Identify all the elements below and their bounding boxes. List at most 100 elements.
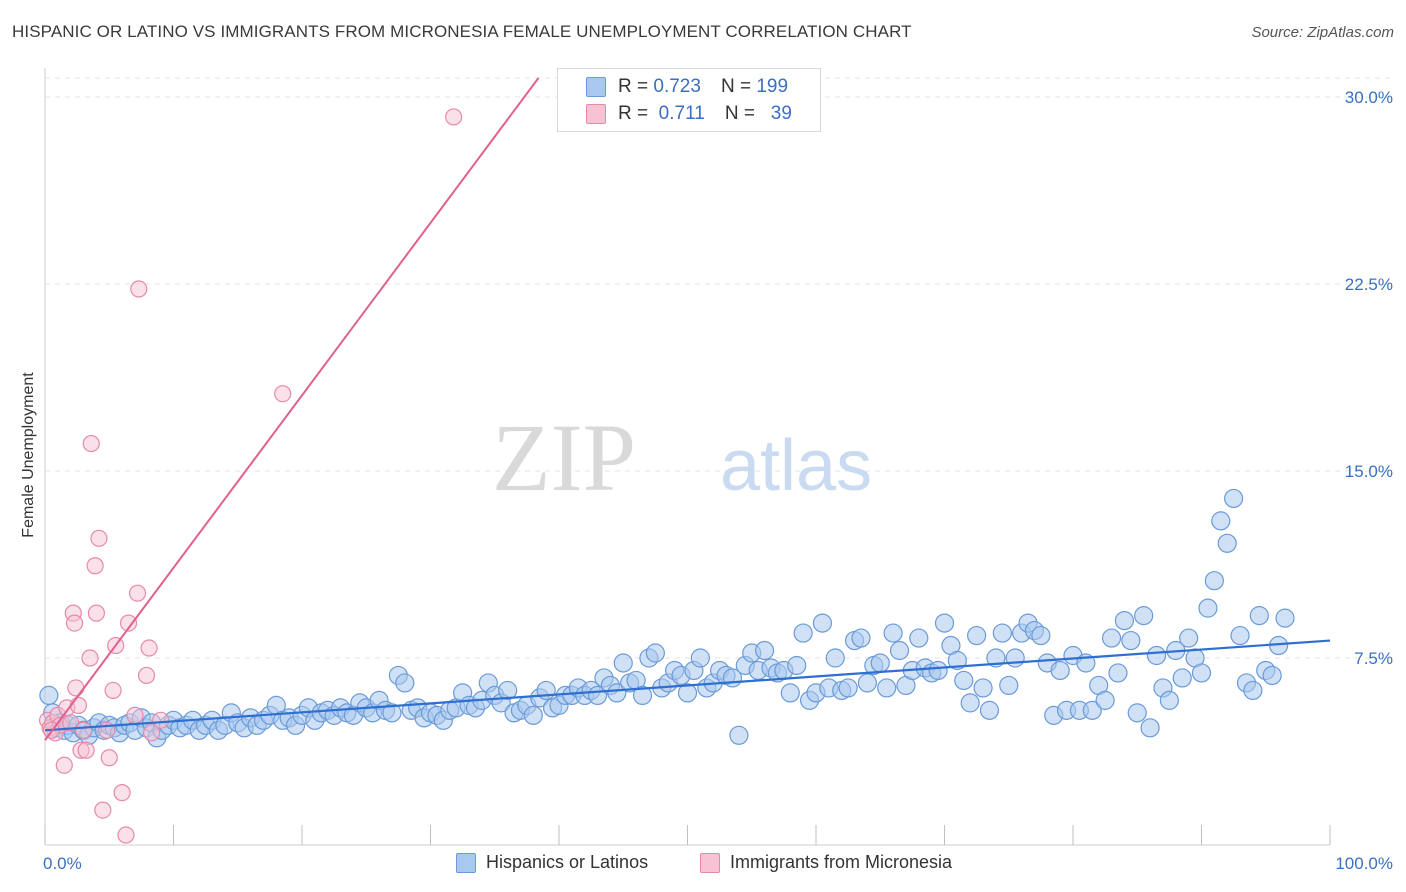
data-point-micronesia: [69, 696, 88, 714]
data-point-hispanics: [825, 648, 845, 668]
legend-r-label: R =: [618, 76, 649, 97]
data-point-hispanics: [999, 675, 1019, 696]
data-point-hispanics: [1262, 665, 1282, 686]
data-point-hispanics: [1275, 608, 1295, 628]
data-point-hispanics: [934, 613, 955, 633]
series-hispanics-points: [39, 488, 1295, 748]
y-tick-label: 7.5%: [1354, 649, 1393, 668]
y-tick-label: 22.5%: [1345, 275, 1393, 294]
data-point-hispanics: [1243, 680, 1263, 701]
y-axis-label: Female Unemployment: [20, 372, 37, 538]
legend-item-hispanics: Hispanics or Latinos: [456, 852, 648, 873]
correlation-legend: R = 0.723 N = 199 R = 0.711 N = 39: [557, 68, 821, 132]
data-point-hispanics: [1108, 663, 1128, 683]
data-point-hispanics: [967, 625, 987, 646]
data-point-hispanics: [1005, 648, 1025, 668]
legend-r-value: 0.711: [658, 103, 705, 124]
data-point-micronesia: [65, 614, 84, 632]
data-point-hispanics: [1249, 606, 1269, 626]
data-point-hispanics: [632, 685, 653, 706]
data-point-micronesia: [55, 756, 73, 774]
chart-title: HISPANIC OR LATINO VS IMMIGRANTS FROM MI…: [12, 22, 912, 41]
data-point-hispanics: [1204, 571, 1224, 591]
data-point-hispanics: [928, 660, 948, 681]
data-point-micronesia: [117, 826, 135, 844]
data-point-hispanics: [992, 623, 1012, 643]
data-point-hispanics: [1140, 718, 1160, 738]
data-point-hispanics: [870, 653, 890, 673]
data-point-hispanics: [613, 653, 633, 673]
data-point-hispanics: [607, 683, 627, 703]
data-point-hispanics: [851, 628, 871, 648]
data-point-micronesia: [94, 801, 112, 819]
data-point-micronesia: [137, 666, 156, 685]
data-point-micronesia: [67, 679, 85, 697]
legend-row-micronesia: R = 0.711 N = 39: [558, 101, 792, 127]
data-point-micronesia: [82, 434, 100, 453]
trend-lines: [44, 77, 1331, 741]
data-point-hispanics: [909, 628, 929, 648]
data-point-micronesia: [77, 741, 95, 759]
data-point-hispanics: [498, 680, 518, 701]
data-point-hispanics: [395, 673, 415, 693]
legend-label-hispanics: Hispanics or Latinos: [486, 852, 649, 872]
data-point-hispanics: [1146, 645, 1167, 666]
data-point-micronesia: [152, 711, 170, 729]
legend-row-hispanics: R = 0.723 N = 199: [558, 74, 788, 100]
watermark: ZIP atlas: [492, 404, 872, 511]
data-point-micronesia: [62, 714, 80, 732]
legend-label-micronesia: Immigrants from Micronesia: [730, 852, 953, 872]
data-point-micronesia: [128, 584, 147, 602]
data-point-micronesia: [74, 721, 93, 739]
data-point-hispanics: [690, 648, 710, 668]
data-point-hispanics: [1179, 628, 1199, 648]
data-point-hispanics: [973, 678, 993, 698]
legend-item-micronesia: Immigrants from Micronesia: [700, 852, 952, 873]
data-point-hispanics: [1114, 610, 1135, 631]
data-point-hispanics: [889, 640, 910, 661]
data-point-micronesia: [86, 557, 104, 575]
data-point-hispanics: [1050, 660, 1070, 681]
data-point-hispanics: [960, 693, 980, 713]
y-tick-label: 15.0%: [1345, 462, 1393, 481]
data-point-hispanics: [979, 700, 1000, 720]
data-point-hispanics: [729, 725, 749, 745]
data-point-micronesia: [90, 529, 108, 547]
legend-swatch-blue: [456, 852, 476, 873]
data-point-hispanics: [1198, 598, 1218, 618]
data-point-hispanics: [382, 703, 402, 723]
data-point-hispanics: [780, 683, 800, 703]
data-point-micronesia: [143, 724, 161, 742]
legend-swatch-pink: [700, 852, 720, 873]
data-point-hispanics: [1127, 703, 1147, 723]
data-point-micronesia: [104, 681, 122, 700]
trend-line-hispanics: [44, 639, 1331, 732]
data-point-hispanics: [1031, 625, 1051, 646]
trend-line-micronesia: [44, 77, 540, 741]
data-point-micronesia: [274, 385, 292, 403]
data-point-hispanics: [857, 673, 878, 693]
data-point-hispanics: [1159, 690, 1179, 710]
data-point-hispanics: [39, 685, 59, 706]
data-point-hispanics: [1121, 630, 1141, 651]
data-point-hispanics: [787, 655, 807, 676]
data-point-hispanics: [677, 683, 698, 703]
data-point-hispanics: [954, 670, 974, 691]
data-point-hispanics: [793, 623, 813, 643]
data-point-micronesia: [81, 649, 99, 667]
data-point-micronesia: [113, 784, 131, 802]
data-point-hispanics: [1191, 663, 1212, 683]
legend-n-value: 199: [756, 76, 789, 97]
data-point-hispanics: [523, 705, 543, 725]
legend-r-label: R =: [618, 103, 649, 124]
grid-lines: [45, 77, 1392, 659]
data-point-micronesia: [126, 706, 144, 724]
watermark-zip: ZIP: [492, 404, 636, 511]
data-point-hispanics: [645, 643, 665, 663]
data-point-hispanics: [812, 613, 833, 633]
data-point-hispanics: [838, 678, 858, 698]
data-point-micronesia: [130, 280, 148, 298]
data-point-hispanics: [1134, 606, 1154, 626]
x-tick-label: 0.0%: [43, 854, 82, 873]
